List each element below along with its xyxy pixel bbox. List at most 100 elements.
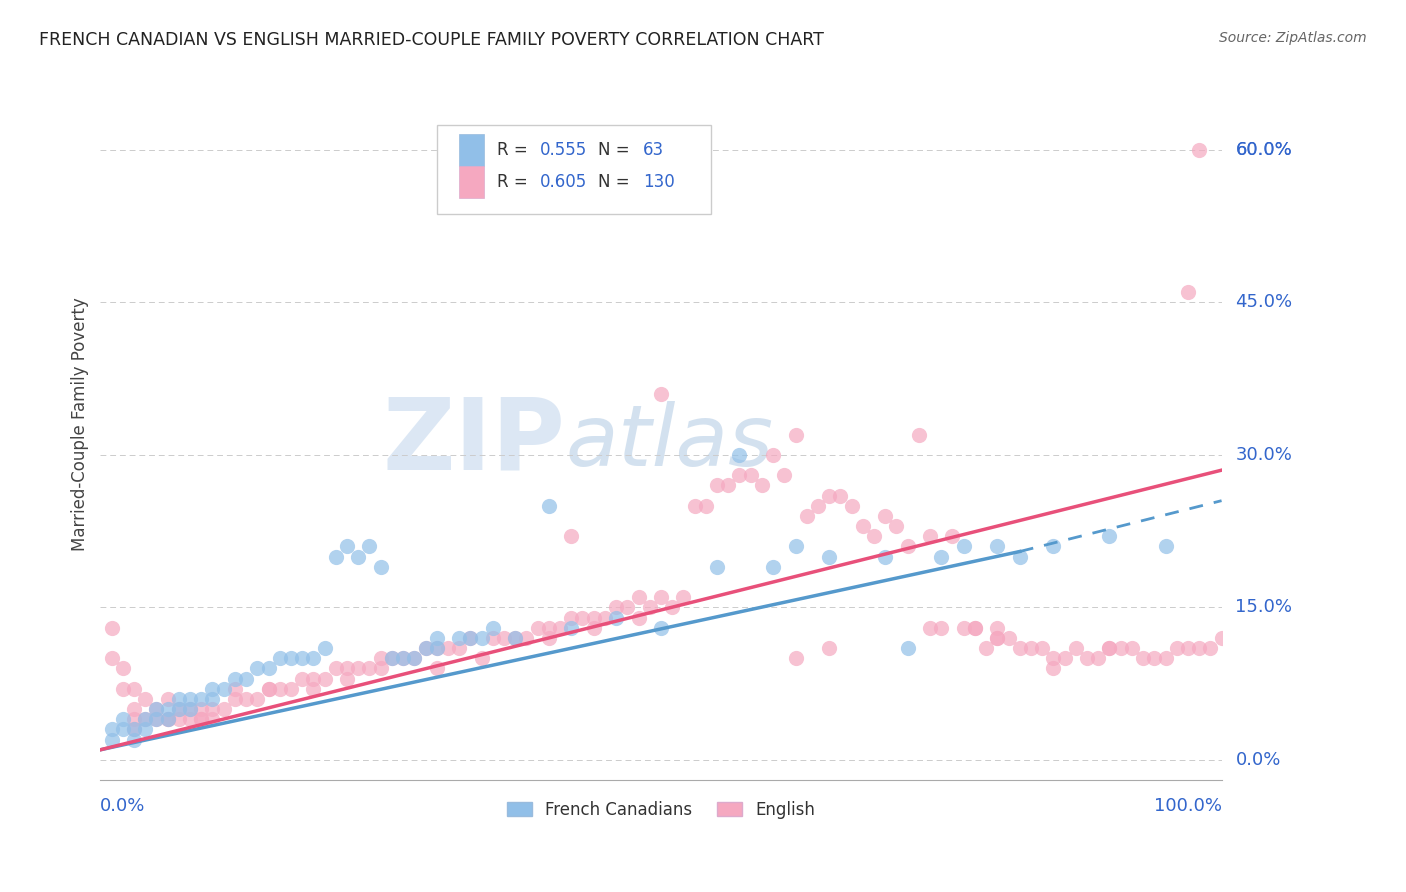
Point — [235, 692, 257, 706]
Point — [201, 702, 224, 716]
Point — [560, 610, 582, 624]
Point — [392, 651, 415, 665]
Point — [503, 631, 526, 645]
Text: N =: N = — [598, 173, 636, 192]
Point — [706, 559, 728, 574]
Point — [537, 631, 560, 645]
Point — [190, 702, 212, 716]
Point — [1177, 285, 1199, 300]
Point — [1087, 651, 1109, 665]
Point — [179, 692, 201, 706]
Point — [190, 712, 212, 726]
Point — [235, 672, 257, 686]
Text: 45.0%: 45.0% — [1236, 293, 1292, 311]
Point — [212, 681, 235, 696]
Point — [122, 702, 145, 716]
Text: ZIP: ZIP — [382, 393, 565, 491]
Point — [796, 508, 818, 523]
Point — [897, 540, 920, 554]
Point — [1199, 641, 1222, 656]
Point — [111, 712, 134, 726]
Point — [616, 600, 638, 615]
Point — [717, 478, 740, 492]
Point — [224, 681, 246, 696]
Point — [167, 702, 190, 716]
Point — [471, 651, 494, 665]
Point — [863, 529, 886, 543]
Point — [336, 540, 359, 554]
Point — [370, 651, 392, 665]
Text: R =: R = — [498, 173, 533, 192]
Point — [122, 681, 145, 696]
Point — [426, 641, 449, 656]
Text: 0.555: 0.555 — [540, 141, 588, 160]
Text: R =: R = — [498, 141, 533, 160]
Point — [415, 641, 437, 656]
Point — [751, 478, 773, 492]
Point — [963, 621, 986, 635]
Point — [381, 651, 404, 665]
Point — [941, 529, 963, 543]
Point — [201, 681, 224, 696]
Point — [1031, 641, 1053, 656]
Point — [190, 692, 212, 706]
Point — [1211, 631, 1233, 645]
Point — [1098, 641, 1121, 656]
Point — [100, 732, 122, 747]
Point — [392, 651, 415, 665]
Point — [257, 681, 280, 696]
Point — [201, 692, 224, 706]
Point — [1053, 651, 1076, 665]
Point — [918, 621, 941, 635]
Point — [179, 702, 201, 716]
Text: 0.605: 0.605 — [540, 173, 588, 192]
Point — [773, 468, 796, 483]
Point — [269, 651, 291, 665]
Point — [167, 702, 190, 716]
Point — [929, 549, 952, 564]
Point — [134, 712, 156, 726]
Point — [291, 651, 314, 665]
Point — [650, 621, 672, 635]
Point — [886, 519, 908, 533]
Point — [1098, 529, 1121, 543]
Point — [314, 641, 336, 656]
Point — [111, 681, 134, 696]
Point — [359, 661, 381, 675]
Point — [145, 702, 167, 716]
Text: atlas: atlas — [565, 401, 773, 483]
Point — [415, 641, 437, 656]
Point — [974, 641, 997, 656]
Text: 100.0%: 100.0% — [1153, 797, 1222, 815]
Point — [1042, 661, 1064, 675]
Text: 60.0%: 60.0% — [1236, 141, 1292, 159]
Point — [257, 681, 280, 696]
Point — [481, 631, 503, 645]
Point — [852, 519, 875, 533]
Point — [1121, 641, 1143, 656]
Point — [1008, 641, 1031, 656]
Point — [460, 631, 482, 645]
Point — [560, 621, 582, 635]
Point — [492, 631, 515, 645]
Point — [111, 661, 134, 675]
Point — [1064, 641, 1087, 656]
Point — [291, 672, 314, 686]
Point — [314, 672, 336, 686]
Text: N =: N = — [598, 141, 636, 160]
Point — [762, 448, 785, 462]
Point — [404, 651, 426, 665]
Point — [325, 661, 347, 675]
Point — [627, 610, 650, 624]
Point — [246, 661, 269, 675]
Point — [426, 641, 449, 656]
Point — [582, 610, 605, 624]
Point — [963, 621, 986, 635]
Bar — [460, 135, 484, 167]
Text: 63: 63 — [643, 141, 664, 160]
Point — [593, 610, 616, 624]
Point — [1188, 641, 1211, 656]
Point — [986, 631, 1008, 645]
Point — [1132, 651, 1154, 665]
Point — [571, 610, 593, 624]
